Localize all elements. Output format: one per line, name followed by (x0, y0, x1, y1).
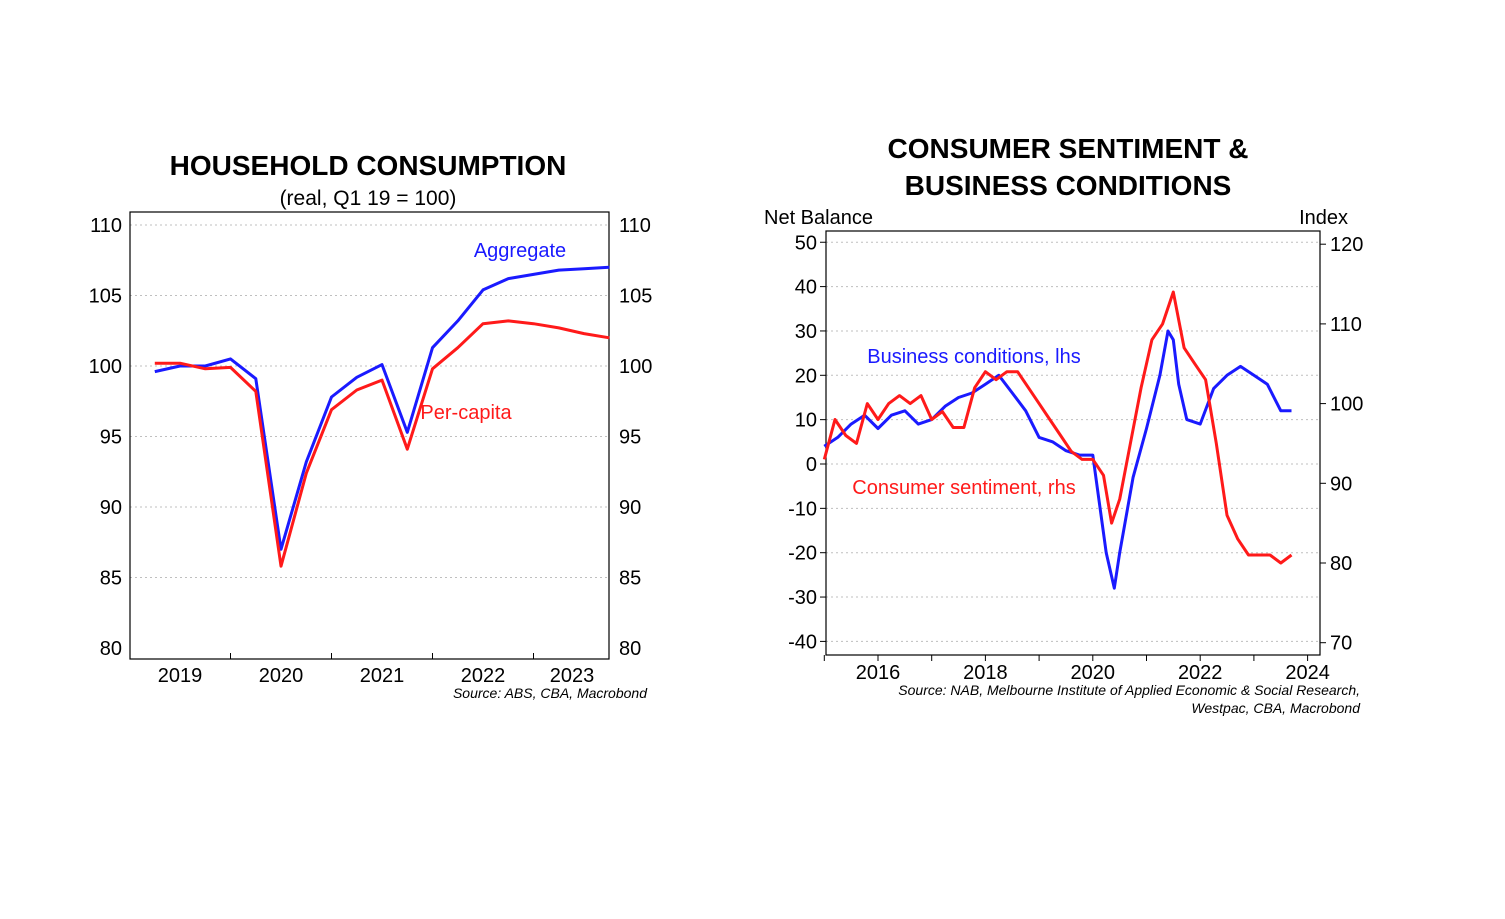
chart2-y2-tick-label: 70 (1330, 633, 1352, 655)
chart2-source-line1: Source: NAB, Melbourne Institute of Appl… (898, 682, 1360, 698)
chart2-y-tick-label: 40 (795, 277, 817, 299)
chart1-source: Source: ABS, CBA, Macrobond (453, 685, 648, 701)
chart2-y-tick-label: -10 (788, 498, 817, 520)
chart1-x-tick-label: 2022 (461, 665, 506, 687)
chart1-y2-tick-label: 100 (619, 356, 652, 378)
chart2-right-axis-label: Index (1299, 207, 1348, 229)
chart1-y-tick-label: 90 (100, 497, 122, 519)
chart2-y-tick-label: -20 (788, 543, 817, 565)
chart2-source-line2: Westpac, CBA, Macrobond (1191, 700, 1361, 716)
chart1-y2-tick-label: 85 (619, 568, 641, 590)
chart2-y2-tick-label: 100 (1330, 394, 1363, 416)
chart2-series (822, 290, 1293, 590)
chart2-title-line2: BUSINESS CONDITIONS (905, 170, 1232, 201)
chart1-y-tick-label: 110 (90, 215, 122, 237)
chart2-y2-tick-label: 120 (1330, 234, 1363, 256)
chart1-x-tick-label: 2020 (259, 665, 304, 687)
chart2-y-tick-label: 0 (806, 454, 817, 476)
chart1-y-tick-label: 95 (100, 427, 122, 449)
sentiment-conditions-chart: CONSUMER SENTIMENT & BUSINESS CONDITIONS… (764, 133, 1363, 716)
chart1-y-tick-label: 105 (89, 286, 122, 308)
chart1-x-tick-label: 2021 (360, 665, 405, 687)
chart2-x-tick-label: 2020 (1071, 662, 1116, 684)
chart1-per-capita-line (154, 319, 610, 568)
chart1-right-axis: 80 85 90 95 100 105 110 (619, 215, 652, 660)
chart1-y-tick-label: 80 (100, 638, 122, 660)
chart2-title-line1: CONSUMER SENTIMENT & (888, 133, 1249, 164)
chart2-consumer-sentiment-line (822, 290, 1293, 565)
chart1-aggregate-label: Aggregate (474, 240, 566, 262)
chart1-left-axis: 80 85 90 95 100 105 110 (89, 215, 122, 660)
chart2-right-axis: 70 80 90 100 110 120 (1320, 234, 1363, 655)
chart2-x-tick-label: 2016 (856, 662, 901, 684)
chart2-y-tick-label: -40 (788, 631, 817, 653)
chart2-left-axis: -40 -30 -20 -10 0 10 20 30 40 50 (788, 232, 826, 653)
chart2-x-tick-label: 2024 (1285, 662, 1330, 684)
chart2-consumer-label: Consumer sentiment, rhs (852, 477, 1075, 499)
chart2-x-axis: 2016 2018 2020 2022 2024 (823, 655, 1330, 684)
chart1-x-tick-label: 2023 (550, 665, 595, 687)
chart1-plot-frame (129, 211, 610, 660)
chart1-y-tick-label: 85 (100, 568, 122, 590)
chart2-y-tick-label: 10 (795, 410, 817, 432)
chart1-y-tick-label: 100 (89, 356, 122, 378)
chart2-business-conditions-line (823, 329, 1292, 590)
chart2-y2-tick-label: 80 (1330, 553, 1352, 575)
chart1-x-tick-label: 2019 (158, 665, 203, 687)
chart1-y2-tick-label: 105 (619, 286, 652, 308)
chart2-y-tick-label: 50 (795, 232, 817, 254)
household-consumption-chart: HOUSEHOLD CONSUMPTION (real, Q1 19 = 100… (89, 150, 653, 701)
chart2-y-tick-label: -30 (788, 587, 817, 609)
chart1-y2-tick-label: 80 (619, 638, 641, 660)
chart1-y2-tick-label: 90 (619, 497, 641, 519)
chart1-subtitle: (real, Q1 19 = 100) (280, 187, 457, 210)
chart1-x-axis: 2019 2020 2021 2022 2023 (158, 653, 595, 687)
chart2-gridlines (826, 241, 1320, 642)
chart2-y2-tick-label: 90 (1330, 473, 1352, 495)
chart2-x-tick-label: 2022 (1178, 662, 1223, 684)
chart1-aggregate-line (154, 265, 610, 551)
chart2-x-tick-label: 2018 (963, 662, 1008, 684)
chart1-y2-tick-label: 95 (619, 427, 641, 449)
chart2-y-tick-label: 30 (795, 321, 817, 343)
chart2-left-axis-label: Net Balance (764, 207, 873, 229)
chart2-y-tick-label: 20 (795, 365, 817, 387)
chart1-gridlines (130, 224, 609, 578)
chart1-title: HOUSEHOLD CONSUMPTION (170, 150, 567, 181)
chart2-plot-frame (825, 230, 1321, 656)
chart2-business-label: Business conditions, lhs (867, 346, 1080, 368)
chart1-series (154, 265, 610, 568)
chart1-per-capita-label: Per-capita (420, 402, 512, 424)
chart1-y2-tick-label: 110 (619, 215, 651, 237)
chart2-y2-tick-label: 110 (1330, 314, 1362, 336)
